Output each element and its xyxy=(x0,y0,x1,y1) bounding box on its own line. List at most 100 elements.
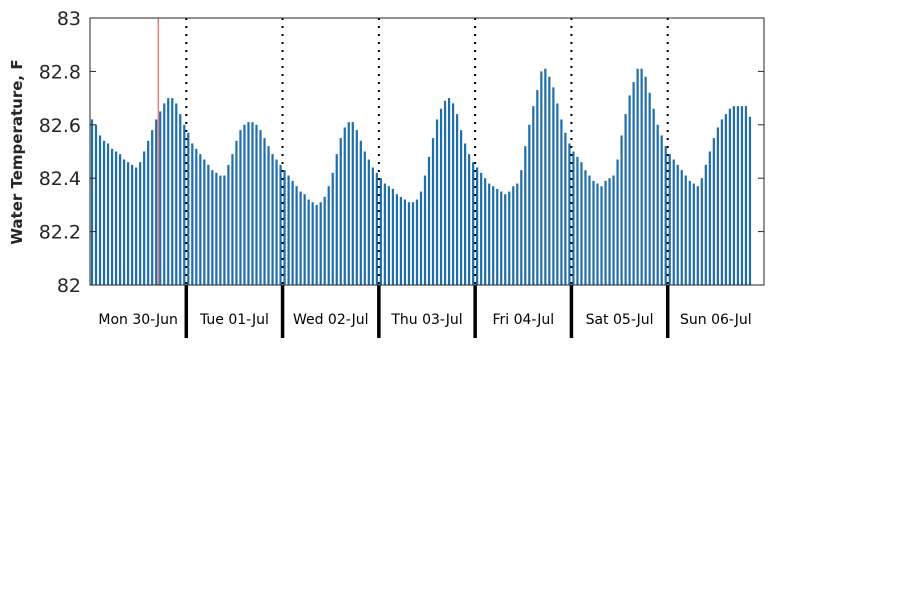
bar xyxy=(608,178,611,285)
bar xyxy=(151,130,154,285)
bar xyxy=(247,122,250,285)
bar xyxy=(139,162,142,285)
bar xyxy=(171,98,174,285)
bar xyxy=(500,191,503,285)
bar xyxy=(351,122,354,285)
bar xyxy=(732,106,736,285)
bar xyxy=(98,135,102,285)
bar xyxy=(295,186,298,285)
bar xyxy=(363,151,366,285)
bar xyxy=(287,175,290,285)
day-label: Tue 01-Jul xyxy=(199,312,269,328)
bar xyxy=(616,159,619,285)
bar xyxy=(672,159,675,285)
bar xyxy=(536,90,539,285)
y-tick-label: 82.8 xyxy=(39,61,81,83)
bar xyxy=(114,151,118,285)
bar xyxy=(215,172,218,285)
bar xyxy=(636,68,639,285)
bar xyxy=(279,164,282,285)
bar xyxy=(568,143,571,285)
bar xyxy=(415,199,419,285)
bar xyxy=(127,162,130,285)
bar xyxy=(327,186,330,285)
y-tick-label: 83 xyxy=(57,8,81,30)
bar xyxy=(680,170,683,285)
day-label: Mon 30-Jun xyxy=(98,312,178,328)
bar xyxy=(183,124,186,285)
bar xyxy=(528,124,531,285)
bar xyxy=(118,154,122,285)
bar xyxy=(387,186,390,285)
bar xyxy=(263,138,266,285)
bar xyxy=(504,194,507,285)
bar xyxy=(484,178,487,285)
bar xyxy=(728,108,732,285)
bar xyxy=(696,186,699,285)
bar xyxy=(664,146,667,285)
bar xyxy=(532,106,535,285)
bar xyxy=(375,172,378,285)
bar xyxy=(283,170,286,285)
bar xyxy=(191,143,194,285)
bar xyxy=(135,167,138,285)
bar xyxy=(624,114,627,286)
bar-series xyxy=(90,68,752,286)
bar xyxy=(644,76,647,286)
bar xyxy=(544,68,547,285)
bar xyxy=(223,175,226,285)
bar xyxy=(231,154,234,285)
bar xyxy=(472,162,475,285)
bar xyxy=(323,196,326,285)
bar xyxy=(407,202,411,285)
day-label: Sat 05-Jul xyxy=(586,312,654,328)
bar xyxy=(423,175,427,285)
y-tick-label: 82 xyxy=(57,275,81,297)
bar xyxy=(383,183,386,285)
bar xyxy=(460,130,463,285)
bar xyxy=(211,170,214,285)
bar xyxy=(123,159,126,285)
bar xyxy=(524,146,527,285)
bar xyxy=(435,119,439,286)
bar xyxy=(219,175,222,285)
bar xyxy=(548,76,551,286)
bar xyxy=(520,170,523,285)
bar xyxy=(399,196,403,285)
bar xyxy=(508,191,511,285)
x-axis: Mon 30-Jun Tue 01-Jul Wed 02-Jul Thu 03-Jul… xyxy=(98,312,751,328)
bar xyxy=(110,148,114,285)
bar xyxy=(572,151,575,285)
bar xyxy=(239,130,242,285)
bar xyxy=(600,186,603,285)
bar xyxy=(251,122,254,285)
bar xyxy=(564,132,567,285)
y-tick-label: 82.2 xyxy=(39,222,81,244)
bar xyxy=(656,124,659,285)
bar xyxy=(106,143,110,285)
bar xyxy=(299,191,302,285)
bar xyxy=(187,132,190,285)
bar xyxy=(443,100,447,286)
y-axis-title: Water Temperature, F xyxy=(8,59,26,244)
bar xyxy=(411,202,415,285)
bar xyxy=(612,175,615,285)
bar xyxy=(90,119,94,286)
bar xyxy=(255,124,258,285)
bar xyxy=(207,164,210,285)
bar xyxy=(311,202,314,285)
y-axis: 82 82.2 82.4 82.6 82.8 83 xyxy=(39,8,764,297)
bar xyxy=(175,103,178,285)
bar xyxy=(403,199,407,285)
bar xyxy=(592,180,595,285)
bar xyxy=(371,167,374,285)
bar xyxy=(167,98,170,285)
bar xyxy=(560,119,563,286)
bar xyxy=(488,183,491,285)
bar xyxy=(315,204,318,285)
bar xyxy=(447,98,451,285)
bar xyxy=(712,138,715,285)
bar xyxy=(94,124,98,285)
day-label: Fri 04-Jul xyxy=(492,312,554,328)
